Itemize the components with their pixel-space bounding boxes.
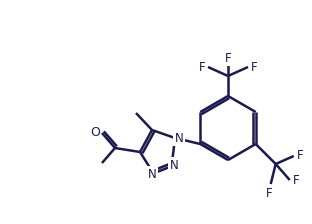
Text: F: F bbox=[296, 149, 303, 162]
Text: N: N bbox=[170, 159, 178, 172]
Text: N: N bbox=[148, 168, 156, 181]
Text: F: F bbox=[266, 187, 272, 200]
Text: F: F bbox=[292, 174, 299, 187]
Text: F: F bbox=[225, 52, 231, 65]
Text: F: F bbox=[251, 60, 257, 73]
Text: N: N bbox=[175, 131, 183, 144]
Text: O: O bbox=[90, 125, 100, 138]
Text: F: F bbox=[199, 60, 205, 73]
